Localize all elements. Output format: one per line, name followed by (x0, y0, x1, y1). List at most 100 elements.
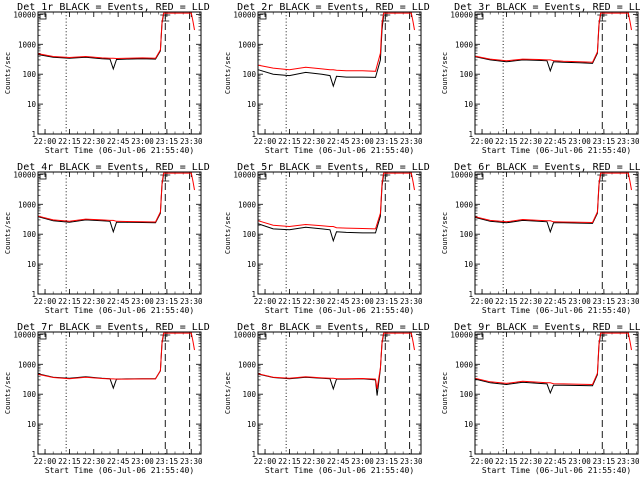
x-tick-label: 22:30 (519, 297, 542, 306)
x-tick-label: 22:00 (471, 137, 494, 146)
y-axis-label: Counts/sec (4, 212, 12, 254)
series-lld-line (38, 172, 195, 223)
y-tick-label: 100 (22, 230, 36, 239)
interval-marker (380, 14, 391, 22)
x-tick-label: 23:00 (568, 137, 591, 146)
x-tick-label: 22:15 (278, 137, 301, 146)
y-tick-label: 10000 (233, 330, 256, 339)
series-events-line (38, 174, 165, 234)
y-axis-label: Counts/sec (441, 212, 449, 254)
y-tick-label: 100 (459, 390, 473, 399)
x-tick-label: 22:00 (34, 297, 57, 306)
x-tick-label: 23:15 (156, 137, 179, 146)
y-tick-label: 1000 (238, 200, 257, 209)
x-tick-label: 22:45 (327, 297, 350, 306)
x-tick-label: 23:00 (351, 457, 374, 466)
plot-frame (257, 171, 422, 295)
interval-marker (160, 174, 171, 182)
x-tick-label: 22:00 (471, 297, 494, 306)
panel-8: Det 8r BLACK = Events, RED = LLD 1 10 100 10… (224, 322, 430, 475)
x-tick-label: 22:00 (34, 137, 57, 146)
y-tick-label: 1000 (18, 200, 37, 209)
interval-marker (597, 174, 608, 182)
x-tick-label: 22:45 (544, 457, 567, 466)
y-axis-label: Counts/sec (4, 52, 12, 94)
series-events-line (475, 334, 602, 395)
x-tick-label: 22:15 (495, 457, 518, 466)
y-tick-label: 10 (27, 260, 37, 269)
panel-title: Det 5r BLACK = Events, RED = LLD (237, 162, 430, 173)
y-tick-label: 100 (242, 70, 256, 79)
panel-6: Det 6r BLACK = Events, RED = LLD 1 10 100 10… (441, 162, 640, 315)
x-tick-label: 22:30 (302, 137, 325, 146)
y-axis-label: Counts/sec (224, 372, 232, 414)
panel-5: Det 5r BLACK = Events, RED = LLD 1 10 100 10… (224, 162, 430, 315)
y-tick-label: 1 (251, 130, 256, 139)
panel-title: Det 6r BLACK = Events, RED = LLD (454, 162, 640, 173)
y-tick-label: 1 (31, 290, 36, 299)
x-tick-label: 23:15 (593, 297, 616, 306)
series-events-line (258, 15, 385, 88)
y-tick-label: 10000 (13, 10, 36, 19)
x-tick-label: 22:30 (519, 137, 542, 146)
x-axis-label: Start Time (06-Jul-06 21:55:40) (482, 306, 631, 315)
x-tick-label: 23:00 (568, 457, 591, 466)
panel-4: Det 4r BLACK = Events, RED = LLD 1 10 100 10… (4, 162, 210, 315)
x-tick-label: 23:30 (180, 137, 203, 146)
x-tick-label: 22:45 (544, 137, 567, 146)
x-tick-label: 22:30 (519, 457, 542, 466)
x-tick-label: 23:30 (617, 297, 640, 306)
y-tick-label: 1000 (18, 360, 37, 369)
plot-frame (474, 171, 639, 295)
y-tick-label: 100 (459, 230, 473, 239)
x-tick-label: 23:00 (131, 137, 154, 146)
y-tick-label: 1000 (455, 40, 474, 49)
x-axis-label: Start Time (06-Jul-06 21:55:40) (482, 466, 631, 475)
y-tick-label: 1000 (455, 200, 474, 209)
plot-frame (474, 331, 639, 455)
x-tick-label: 23:15 (156, 297, 179, 306)
y-tick-label: 1000 (238, 40, 257, 49)
y-tick-label: 10 (27, 420, 37, 429)
panel-3: Det 3r BLACK = Events, RED = LLD 1 10 100 10… (441, 2, 640, 155)
y-axis-label: Counts/sec (441, 52, 449, 94)
series-lld-line (258, 172, 415, 230)
panel-title: Det 3r BLACK = Events, RED = LLD (454, 2, 640, 13)
y-tick-label: 1 (251, 450, 256, 459)
x-axis-label: Start Time (06-Jul-06 21:55:40) (265, 306, 414, 315)
x-tick-label: 22:15 (58, 297, 81, 306)
panel-title: Det 4r BLACK = Events, RED = LLD (17, 162, 210, 173)
x-tick-label: 22:15 (495, 297, 518, 306)
x-tick-label: 22:45 (544, 297, 567, 306)
x-tick-label: 22:00 (254, 457, 277, 466)
x-tick-label: 23:30 (400, 297, 423, 306)
panel-1: Det 1r BLACK = Events, RED = LLD 1 10 100 10… (4, 2, 210, 155)
y-tick-label: 10 (247, 260, 257, 269)
y-tick-label: 10000 (233, 170, 256, 179)
y-tick-label: 10 (464, 420, 474, 429)
interval-marker (380, 174, 391, 182)
panel-title: Det 7r BLACK = Events, RED = LLD (17, 322, 210, 333)
y-tick-label: 100 (22, 390, 36, 399)
y-tick-label: 1000 (18, 40, 37, 49)
x-axis-label: Start Time (06-Jul-06 21:55:40) (45, 466, 194, 475)
x-tick-label: 22:00 (254, 297, 277, 306)
x-tick-label: 22:45 (327, 137, 350, 146)
x-tick-label: 23:30 (180, 457, 203, 466)
x-axis-label: Start Time (06-Jul-06 21:55:40) (265, 146, 414, 155)
x-tick-label: 23:15 (593, 137, 616, 146)
x-tick-label: 23:30 (617, 457, 640, 466)
x-tick-label: 23:15 (376, 297, 399, 306)
y-axis-label: Counts/sec (224, 52, 232, 94)
x-tick-label: 22:00 (471, 457, 494, 466)
x-tick-label: 22:00 (34, 457, 57, 466)
y-tick-label: 10000 (233, 10, 256, 19)
y-tick-label: 1000 (238, 360, 257, 369)
x-tick-label: 23:00 (351, 137, 374, 146)
series-lld-line (38, 332, 195, 380)
y-tick-label: 1 (468, 130, 473, 139)
x-tick-label: 23:15 (593, 457, 616, 466)
x-tick-label: 22:30 (302, 297, 325, 306)
y-tick-label: 1 (468, 450, 473, 459)
y-tick-label: 10 (464, 260, 474, 269)
